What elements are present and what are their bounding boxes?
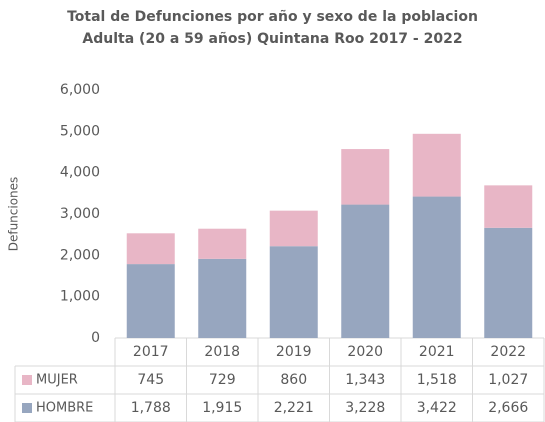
legend-swatch bbox=[22, 375, 32, 385]
legend-swatch bbox=[22, 403, 32, 413]
bar-segment bbox=[484, 185, 533, 228]
value-label: 1,915 bbox=[202, 400, 242, 416]
y-tick-label: 6,000 bbox=[60, 82, 100, 98]
bar-segment bbox=[269, 246, 318, 338]
bar-segment bbox=[412, 133, 461, 197]
y-tick-label: 5,000 bbox=[60, 123, 100, 139]
x-tick-label: 2022 bbox=[490, 344, 526, 360]
bar-segment bbox=[341, 204, 390, 338]
bar-segment bbox=[126, 233, 175, 265]
value-label: 729 bbox=[209, 372, 236, 388]
bar-segment bbox=[198, 258, 247, 338]
bar-segment bbox=[126, 264, 175, 338]
title-box: Total de Defunciones por año y sexo de l… bbox=[0, 6, 545, 50]
y-tick-label: 3,000 bbox=[60, 206, 100, 222]
value-label: 3,228 bbox=[345, 400, 385, 416]
y-tick-label: 0 bbox=[91, 330, 100, 346]
value-label: 1,518 bbox=[417, 372, 457, 388]
bar-segment bbox=[269, 210, 318, 247]
y-tick-label: 1,000 bbox=[60, 289, 100, 305]
value-label: 1,343 bbox=[345, 372, 385, 388]
bar-segment bbox=[198, 228, 247, 259]
chart-title: Total de Defunciones por año y sexo de l… bbox=[67, 9, 478, 47]
y-tick-label: 2,000 bbox=[60, 247, 100, 263]
bar-segment bbox=[412, 196, 461, 338]
x-tick-label: 2017 bbox=[133, 344, 169, 360]
y-axis-label: Defunciones bbox=[7, 177, 21, 252]
legend-label: MUJER bbox=[36, 373, 78, 388]
value-label: 2,666 bbox=[488, 400, 528, 416]
legend-label: HOMBRE bbox=[36, 401, 93, 416]
value-label: 1,788 bbox=[131, 400, 171, 416]
bar-segment bbox=[341, 149, 390, 205]
value-label: 745 bbox=[137, 372, 164, 388]
value-label: 860 bbox=[280, 372, 307, 388]
x-tick-label: 2018 bbox=[204, 344, 240, 360]
value-label: 3,422 bbox=[417, 400, 457, 416]
x-tick-label: 2019 bbox=[276, 344, 312, 360]
x-tick-label: 2021 bbox=[419, 344, 455, 360]
value-label: 2,221 bbox=[274, 400, 314, 416]
x-tick-label: 2020 bbox=[347, 344, 383, 360]
bar-segment bbox=[484, 227, 533, 338]
value-label: 1,027 bbox=[488, 372, 528, 388]
y-tick-label: 4,000 bbox=[60, 165, 100, 181]
